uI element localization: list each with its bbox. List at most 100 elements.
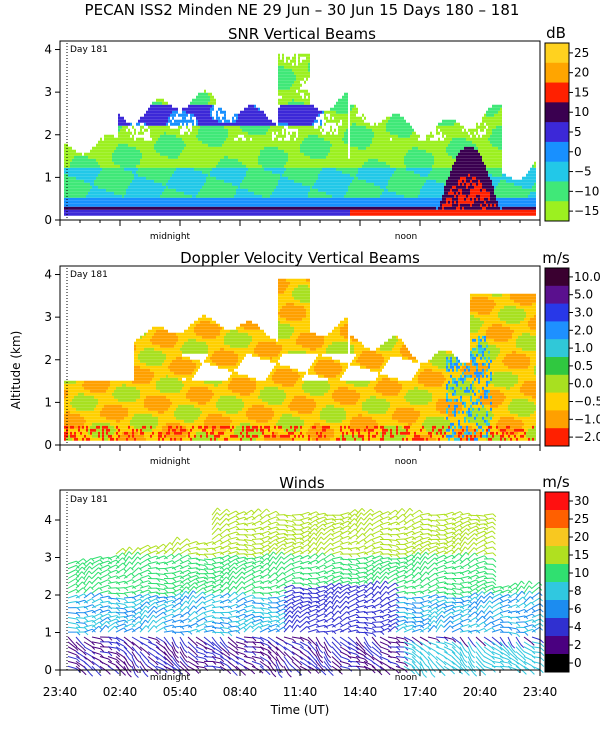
snr-cell [288, 113, 290, 117]
snr-cell [352, 185, 354, 189]
snr-cell [100, 212, 102, 216]
snr-cell [230, 167, 232, 171]
snr-cell [330, 212, 332, 216]
snr-cell [202, 122, 204, 126]
snr-cell [156, 104, 158, 108]
snr-cell [354, 131, 356, 135]
snr-cell [74, 164, 76, 168]
snr-cell [160, 140, 162, 144]
snr-cell [354, 209, 356, 213]
snr-cell [270, 182, 272, 186]
snr-cell [284, 155, 286, 159]
snr-cell [218, 209, 220, 213]
snr-cell [198, 155, 200, 159]
snr-cell [336, 200, 338, 204]
snr-cell [296, 173, 298, 177]
snr-cell [248, 200, 250, 204]
snr-cell [192, 128, 194, 132]
snr-cell [286, 95, 288, 99]
snr-cell [168, 119, 170, 123]
snr-cell [338, 101, 340, 105]
snr-cell [234, 164, 236, 168]
snr-cell [264, 173, 266, 177]
snr-cell [82, 164, 84, 168]
snr-cell [276, 158, 278, 162]
snr-cell [314, 128, 316, 132]
snr-cell [64, 173, 66, 177]
snr-cell [192, 131, 194, 135]
snr-cell [216, 179, 218, 183]
snr-cell [218, 143, 220, 147]
snr-cell [194, 173, 196, 177]
snr-cell [294, 149, 296, 153]
snr-cell [128, 122, 130, 126]
snr-cell [280, 194, 282, 198]
snr-cell [274, 176, 276, 180]
snr-cell [122, 134, 124, 138]
snr-cell [334, 197, 336, 201]
snr-cell [140, 170, 142, 174]
snr-cell [94, 191, 96, 195]
snr-cell [182, 164, 184, 168]
snr-cell [74, 185, 76, 189]
snr-cell [302, 170, 304, 174]
snr-cell [132, 137, 134, 141]
snr-cell [312, 197, 314, 201]
snr-cell [260, 125, 262, 129]
snr-cell [328, 176, 330, 180]
snr-cell [222, 212, 224, 216]
snr-cell [298, 113, 300, 117]
snr-cell [276, 134, 278, 138]
snr-cell [184, 143, 186, 147]
snr-cell [350, 161, 352, 165]
snr-cell [166, 173, 168, 177]
snr-cell [280, 152, 282, 156]
snr-cell [310, 146, 312, 150]
snr-cell [166, 164, 168, 168]
snr-cell [340, 104, 342, 108]
snr-cell [216, 182, 218, 186]
snr-cell [196, 119, 198, 123]
snr-cell [200, 155, 202, 159]
snr-cell [194, 182, 196, 186]
snr-cell [296, 179, 298, 183]
snr-cell [240, 179, 242, 183]
snr-cell [134, 146, 136, 150]
snr-cell [322, 179, 324, 183]
snr-cell [224, 134, 226, 138]
snr-cell [250, 146, 252, 150]
snr-cell [296, 164, 298, 168]
snr-cell [238, 167, 240, 171]
snr-cell [248, 209, 250, 213]
snr-cell [182, 116, 184, 120]
snr-cell [170, 149, 172, 153]
snr-cell [226, 200, 228, 204]
snr-cell [302, 200, 304, 204]
snr-cell [186, 149, 188, 153]
snr-cell [296, 152, 298, 156]
snr-cell [292, 101, 294, 105]
snr-cell [262, 167, 264, 171]
snr-cell [258, 167, 260, 171]
snr-cell [210, 140, 212, 144]
snr-cell [336, 161, 338, 165]
snr-cell [270, 179, 272, 183]
snr-cell [216, 131, 218, 135]
snr-cell [302, 155, 304, 159]
snr-cell [146, 203, 148, 207]
snr-cell [170, 194, 172, 198]
snr-cell [300, 83, 302, 87]
snr-cell [262, 152, 264, 156]
snr-cell [302, 68, 304, 72]
snr-cell [260, 167, 262, 171]
snr-cell [296, 119, 298, 123]
snr-cell [310, 203, 312, 207]
snr-cell [212, 170, 214, 174]
snr-cell [68, 167, 70, 171]
snr-cell [112, 140, 114, 144]
snr-cell [244, 149, 246, 153]
snr-cell [270, 125, 272, 129]
snr-cell [248, 179, 250, 183]
snr-cell [328, 191, 330, 195]
snr-cell [298, 176, 300, 180]
